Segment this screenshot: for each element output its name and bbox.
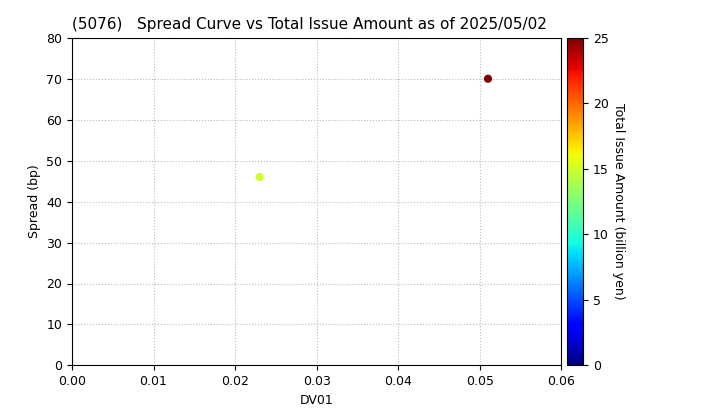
- Text: (5076)   Spread Curve vs Total Issue Amount as of 2025/05/02: (5076) Spread Curve vs Total Issue Amoun…: [72, 18, 547, 32]
- X-axis label: DV01: DV01: [300, 394, 333, 407]
- Point: [254, 174, 266, 181]
- Y-axis label: Total Issue Amount (billion yen): Total Issue Amount (billion yen): [612, 103, 625, 300]
- Point: [482, 75, 494, 82]
- Y-axis label: Spread (bp): Spread (bp): [28, 165, 41, 239]
